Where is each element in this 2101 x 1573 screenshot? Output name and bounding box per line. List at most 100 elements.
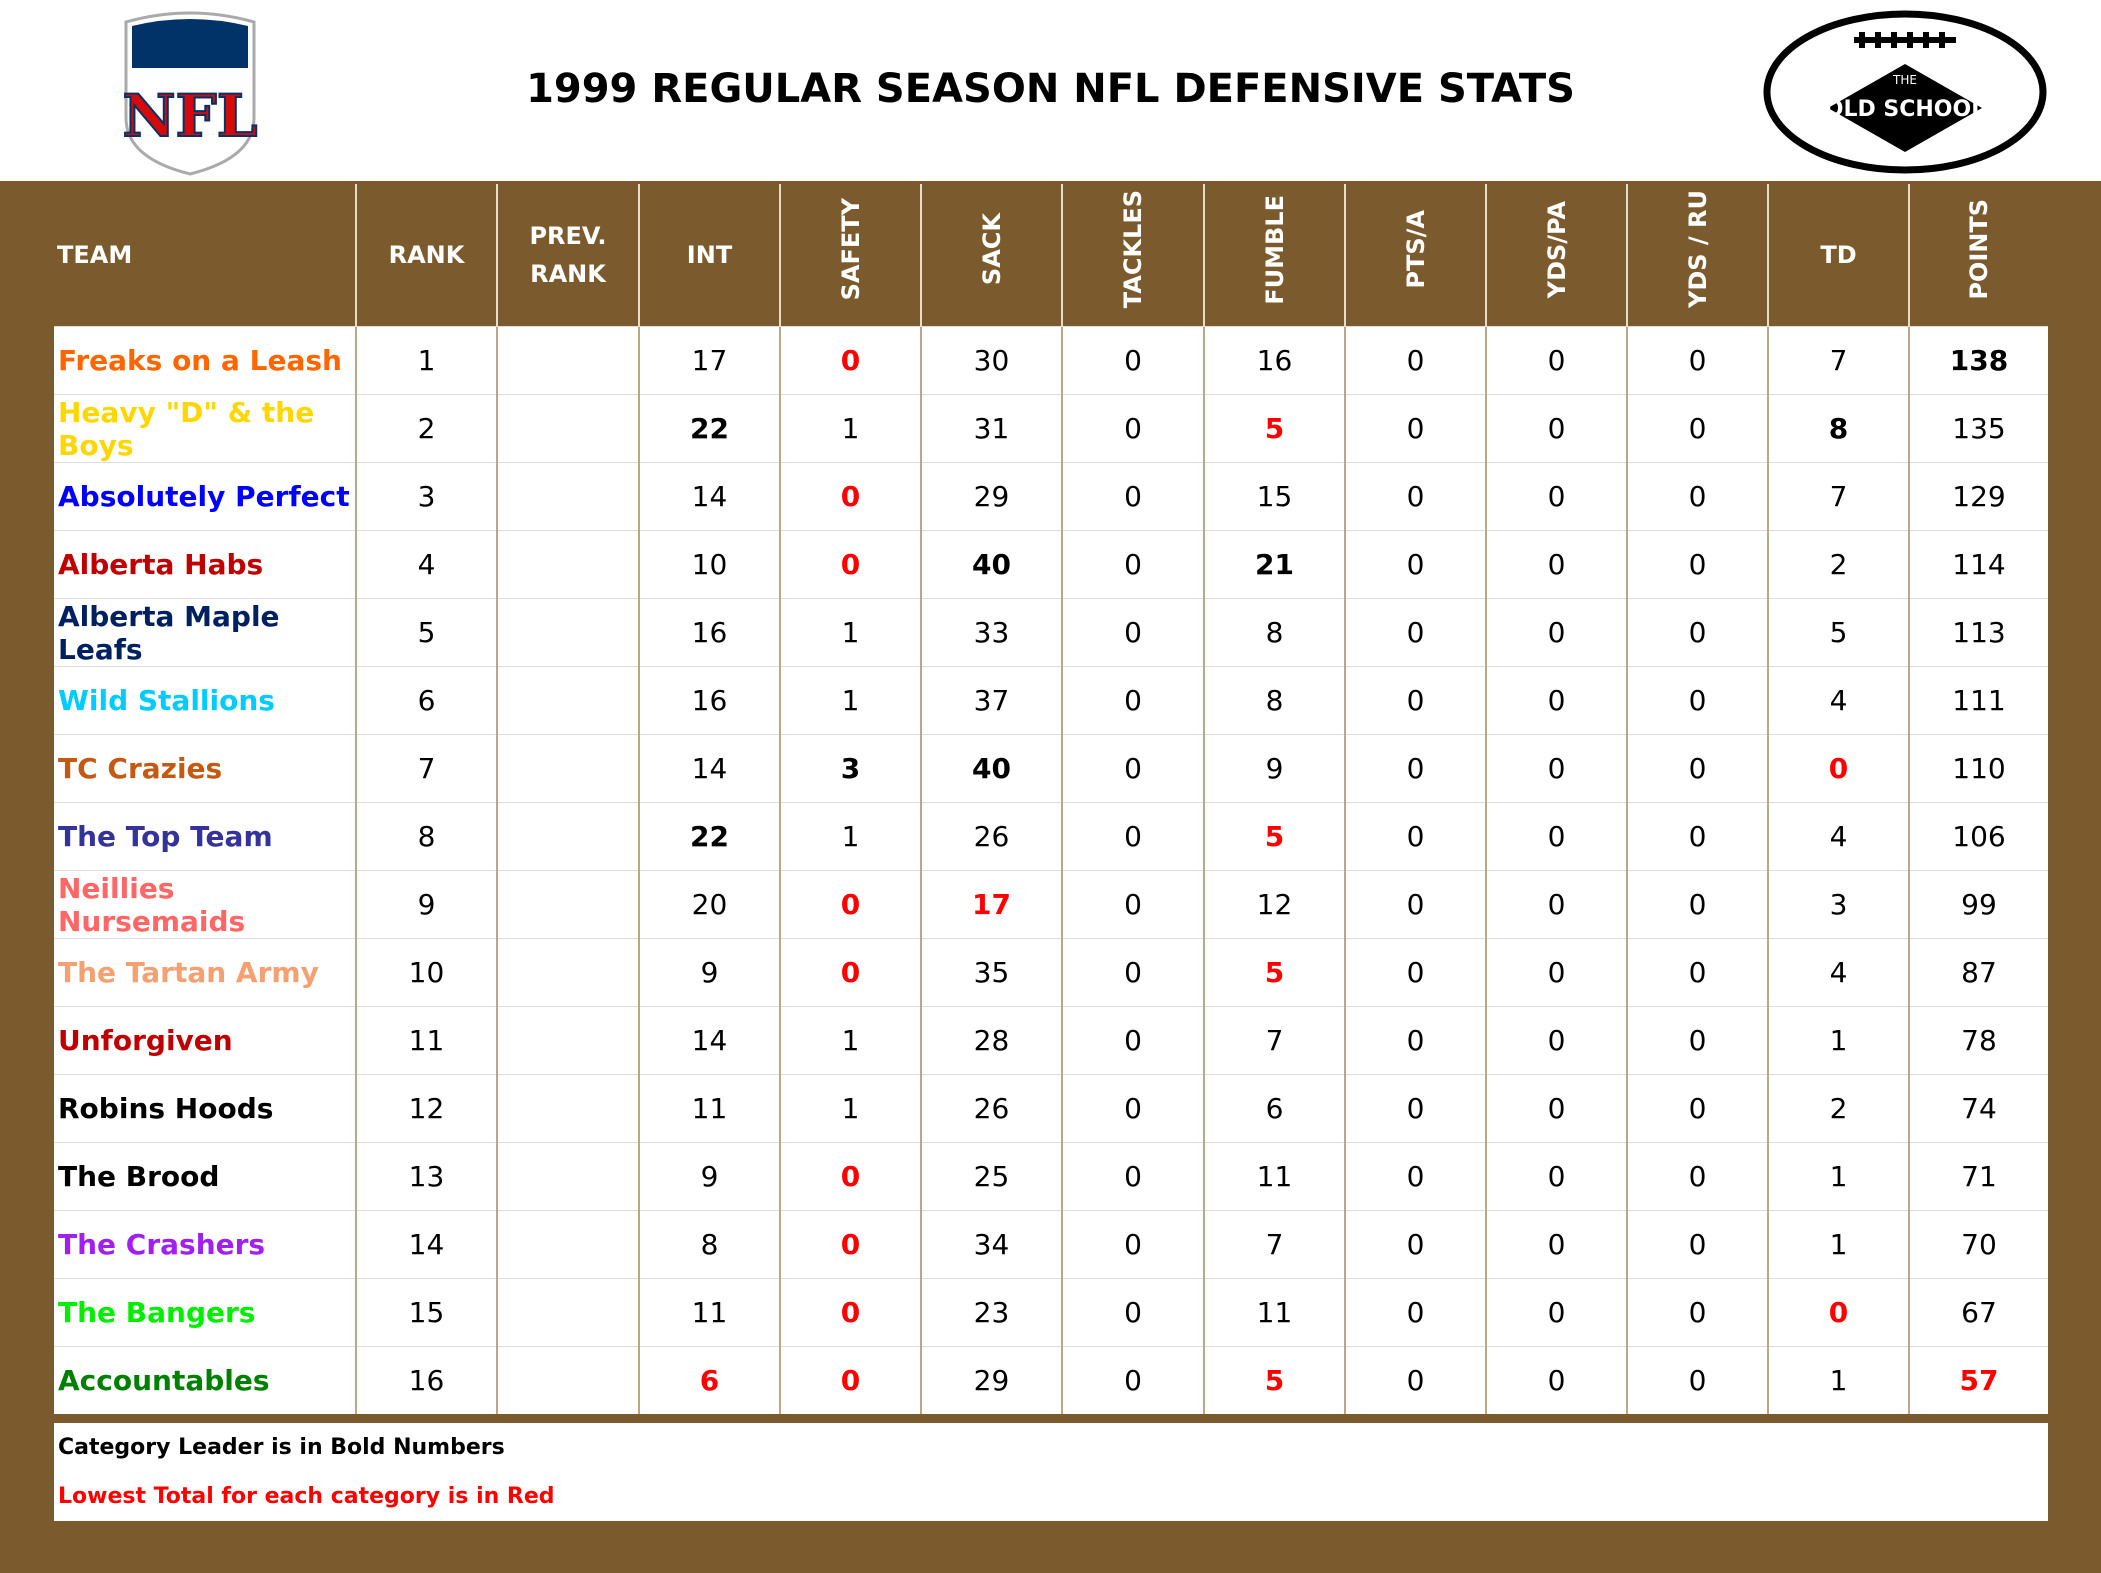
logo-text-main: OLD SCHOOL bbox=[1825, 97, 1985, 122]
stat-cell: 4 bbox=[1767, 938, 1909, 1007]
stat-cell: 0 bbox=[1626, 530, 1768, 599]
column-label: FUMBLE bbox=[1260, 194, 1289, 305]
stat-cell: 14 bbox=[638, 734, 780, 803]
column-header: TACKLES bbox=[1061, 184, 1204, 327]
stat-cell bbox=[496, 1074, 639, 1143]
stat-cell bbox=[496, 1142, 639, 1211]
stat-cell: 8 bbox=[1767, 394, 1909, 463]
stat-cell: 0 bbox=[1344, 802, 1486, 871]
stat-cell: 4 bbox=[1767, 666, 1909, 735]
legend-box: Category Leader is in Bold Numbers Lowes… bbox=[54, 1423, 2048, 1521]
column-header: YDS / RU bbox=[1626, 184, 1768, 327]
stat-cell: 35 bbox=[920, 938, 1062, 1007]
team-name: Alberta Habs bbox=[54, 530, 356, 599]
stat-cell: 0 bbox=[1485, 598, 1627, 667]
stat-cell: 110 bbox=[1908, 734, 2048, 803]
stat-cell bbox=[496, 462, 639, 531]
stat-cell: 4 bbox=[355, 530, 497, 599]
column-header: FUMBLE bbox=[1203, 184, 1345, 327]
stat-cell: 0 bbox=[779, 1346, 921, 1414]
stat-cell: 114 bbox=[1908, 530, 2048, 599]
column-header: INT bbox=[638, 184, 780, 327]
stat-cell: 0 bbox=[1485, 734, 1627, 803]
stat-cell: 0 bbox=[1061, 394, 1204, 463]
stat-cell: 0 bbox=[1061, 734, 1204, 803]
stat-cell: 20 bbox=[638, 870, 780, 939]
stat-cell: 5 bbox=[1767, 598, 1909, 667]
stat-cell: 0 bbox=[1344, 1006, 1486, 1075]
stat-cell: 5 bbox=[1203, 1346, 1345, 1414]
stat-cell: 138 bbox=[1908, 326, 2048, 395]
nfl-logo-text: NFL bbox=[123, 82, 258, 150]
column-header: PTS/A bbox=[1344, 184, 1486, 327]
stat-cell: 5 bbox=[355, 598, 497, 667]
stat-cell bbox=[496, 802, 639, 871]
stat-cell: 1 bbox=[779, 1006, 921, 1075]
stat-cell: 31 bbox=[920, 394, 1062, 463]
stat-cell: 11 bbox=[638, 1074, 780, 1143]
stat-cell bbox=[496, 870, 639, 939]
team-row: The Top Team 8 22 1 26 0 5 0 0 0 4 106 bbox=[54, 802, 2048, 871]
stat-cell: 67 bbox=[1908, 1278, 2048, 1347]
stat-cell: 0 bbox=[779, 938, 921, 1007]
stat-cell: 17 bbox=[920, 870, 1062, 939]
stat-cell: 0 bbox=[1767, 1278, 1909, 1347]
stat-cell bbox=[496, 598, 639, 667]
stat-cell: 7 bbox=[1767, 326, 1909, 395]
stat-cell: 0 bbox=[1061, 666, 1204, 735]
stat-cell: 0 bbox=[1485, 1346, 1627, 1414]
team-name: The Top Team bbox=[54, 802, 356, 871]
stat-cell: 16 bbox=[638, 666, 780, 735]
stat-cell: 0 bbox=[1485, 1006, 1627, 1075]
stat-cell: 40 bbox=[920, 530, 1062, 599]
team-row: TC Crazies 7 14 3 40 0 9 0 0 0 0 110 bbox=[54, 734, 2048, 803]
stat-cell: 2 bbox=[1767, 1074, 1909, 1143]
stat-cell: 17 bbox=[638, 326, 780, 395]
stat-cell: 14 bbox=[355, 1210, 497, 1279]
stat-cell: 11 bbox=[1203, 1142, 1345, 1211]
stat-cell: 37 bbox=[920, 666, 1062, 735]
stat-cell: 0 bbox=[1485, 1074, 1627, 1143]
stat-cell: 0 bbox=[1344, 1074, 1486, 1143]
team-row: Freaks on a Leash 1 17 0 30 0 16 0 0 0 7 138 bbox=[54, 326, 2048, 395]
team-row: Unforgiven 11 14 1 28 0 7 0 0 0 1 78 bbox=[54, 1006, 2048, 1075]
team-name: Absolutely Perfect bbox=[54, 462, 356, 531]
stat-cell: 29 bbox=[920, 462, 1062, 531]
stat-cell: 29 bbox=[920, 1346, 1062, 1414]
team-row: The Brood 13 9 0 25 0 11 0 0 0 1 71 bbox=[54, 1142, 2048, 1211]
stat-cell: 0 bbox=[1344, 734, 1486, 803]
stat-cell: 12 bbox=[355, 1074, 497, 1143]
stat-cell: 7 bbox=[355, 734, 497, 803]
stat-cell: 0 bbox=[1485, 802, 1627, 871]
stat-cell: 10 bbox=[355, 938, 497, 1007]
column-header: TEAM bbox=[57, 241, 133, 269]
stat-cell: 2 bbox=[355, 394, 497, 463]
stat-cell: 0 bbox=[1626, 1346, 1768, 1414]
stat-cell: 15 bbox=[355, 1278, 497, 1347]
stat-cell: 0 bbox=[1344, 598, 1486, 667]
stat-cell: 106 bbox=[1908, 802, 2048, 871]
stat-cell bbox=[496, 1006, 639, 1075]
stat-cell: 0 bbox=[1344, 1346, 1486, 1414]
stat-cell bbox=[496, 1346, 639, 1414]
stat-cell bbox=[496, 394, 639, 463]
stat-cell: 70 bbox=[1908, 1210, 2048, 1279]
stat-cell: 0 bbox=[779, 1210, 921, 1279]
stat-cell: 7 bbox=[1203, 1210, 1345, 1279]
stat-cell: 1 bbox=[779, 394, 921, 463]
stat-cell: 113 bbox=[1908, 598, 2048, 667]
stat-cell: 33 bbox=[920, 598, 1062, 667]
stat-cell: 16 bbox=[1203, 326, 1345, 395]
team-row: Absolutely Perfect 3 14 0 29 0 15 0 0 0 7 129 bbox=[54, 462, 2048, 531]
stat-cell: 0 bbox=[1061, 1074, 1204, 1143]
stat-cell: 8 bbox=[1203, 666, 1345, 735]
stat-cell: 0 bbox=[1344, 938, 1486, 1007]
stat-cell: 40 bbox=[920, 734, 1062, 803]
old-school-logo: THE OLD SCHOOL bbox=[1763, 10, 2047, 174]
stat-cell: 6 bbox=[1203, 1074, 1345, 1143]
stat-cell bbox=[496, 326, 639, 395]
stat-cell: 9 bbox=[638, 1142, 780, 1211]
stat-cell: 0 bbox=[1767, 734, 1909, 803]
team-name: Robins Hoods bbox=[54, 1074, 356, 1143]
stat-cell: 71 bbox=[1908, 1142, 2048, 1211]
